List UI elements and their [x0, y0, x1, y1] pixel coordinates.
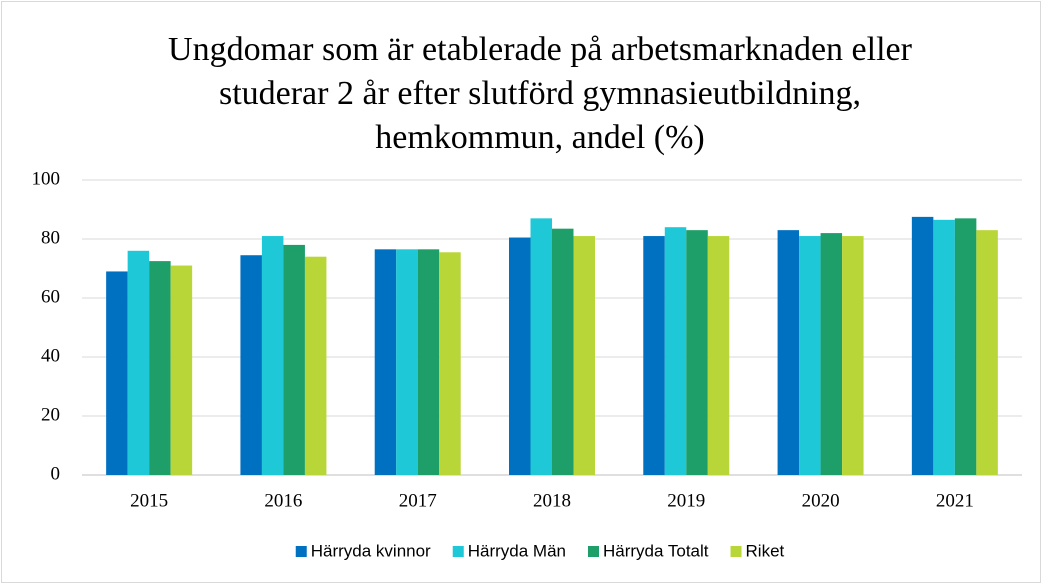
y-tick-label: 100 — [32, 168, 61, 189]
legend-swatch — [452, 546, 464, 557]
bar — [842, 236, 864, 475]
chart-title: hemkommun, andel (%) — [375, 119, 705, 156]
bar — [933, 219, 955, 475]
bar — [777, 230, 800, 475]
y-tick-label: 80 — [41, 227, 60, 248]
bar — [417, 249, 440, 475]
bar — [170, 265, 193, 475]
x-tick-label: 2017 — [399, 490, 437, 511]
bar — [911, 216, 934, 475]
y-tick-label: 0 — [51, 463, 61, 484]
legend-label: Härryda kvinnor — [311, 541, 431, 560]
y-tick-label: 40 — [41, 345, 60, 366]
bar — [127, 250, 150, 475]
bar — [374, 249, 397, 475]
bar — [573, 236, 595, 475]
bar — [954, 218, 977, 475]
bar — [530, 218, 552, 475]
x-tick-label: 2021 — [936, 490, 974, 511]
legend-swatch — [730, 546, 742, 557]
bar — [283, 244, 305, 475]
bar — [106, 271, 128, 475]
bar — [976, 230, 998, 475]
y-tick-label: 20 — [41, 404, 60, 425]
x-tick-label: 2020 — [802, 490, 840, 511]
chart-title: Ungdomar som är etablerade på arbetsmark… — [168, 31, 913, 68]
legend-label: Riket — [746, 541, 785, 560]
bar — [261, 236, 284, 475]
bar — [643, 236, 665, 475]
bar — [799, 236, 821, 475]
legend-swatch — [295, 546, 307, 557]
y-tick-label: 60 — [41, 286, 60, 307]
bar — [686, 230, 708, 475]
bar — [396, 249, 418, 475]
legend-label: Härryda Totalt — [603, 541, 709, 560]
bar — [240, 255, 262, 475]
legend-swatch — [588, 546, 600, 557]
x-tick-label: 2016 — [264, 490, 302, 511]
x-tick-label: 2018 — [533, 490, 571, 511]
bar — [509, 237, 531, 475]
bar — [149, 261, 171, 475]
x-tick-label: 2019 — [667, 490, 705, 511]
legend-label: Härryda Män — [468, 541, 566, 560]
bar — [439, 252, 461, 475]
chart-title: studerar 2 år efter slutförd gymnasieutb… — [219, 75, 861, 112]
bar — [664, 227, 687, 475]
x-tick-label: 2015 — [130, 490, 168, 511]
bar — [304, 256, 327, 475]
bar — [707, 236, 730, 475]
bar — [820, 233, 843, 475]
bar — [552, 228, 574, 475]
